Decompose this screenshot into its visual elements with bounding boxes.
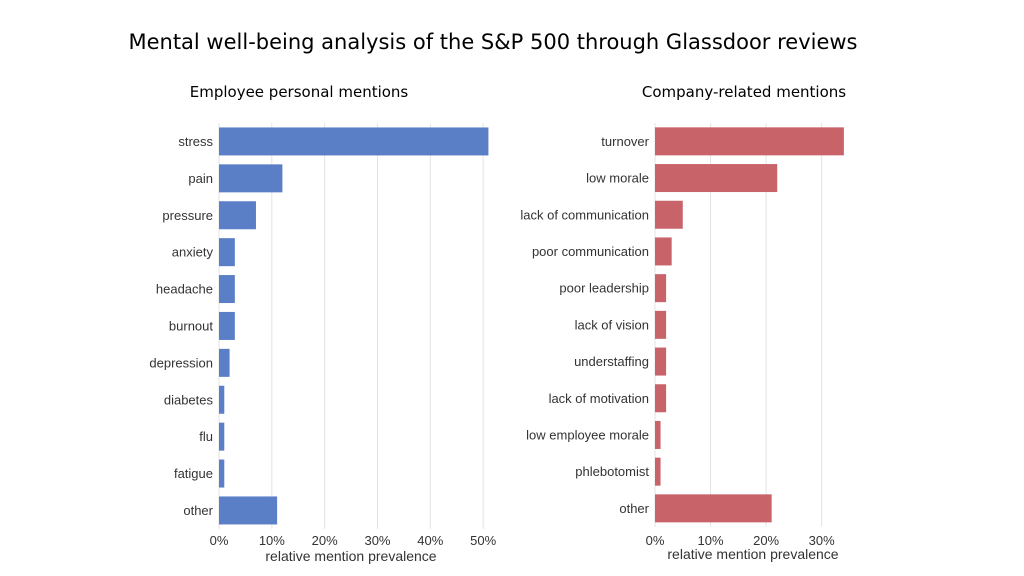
bar (655, 274, 667, 303)
category-label: turnover (601, 134, 649, 149)
bar (219, 422, 225, 451)
bar (219, 275, 235, 304)
category-label: understaffing (574, 354, 649, 369)
employee-chart: Employee personal mentions 0% 10% 20% 30% 40%… (149, 83, 496, 564)
x-tick-label: 10% (698, 533, 724, 548)
bar (655, 200, 683, 229)
x-tick-label: 10% (259, 533, 285, 548)
x-tick-label: 40% (417, 533, 443, 548)
bar (655, 164, 778, 193)
x-tick-label: 20% (753, 533, 779, 548)
x-tick-label: 50% (470, 533, 496, 548)
chart-title: Employee personal mentions (190, 83, 409, 101)
bar (655, 457, 661, 486)
category-label: burnout (169, 318, 213, 333)
category-label: pain (188, 171, 213, 186)
category-label: depression (149, 355, 213, 370)
x-axis-label: relative mention prevalence (265, 548, 436, 564)
x-tick-label: 0% (646, 533, 665, 548)
x-tick-label: 0% (210, 533, 229, 548)
bar (655, 237, 672, 266)
bar (655, 347, 667, 376)
x-tick-label: 30% (364, 533, 390, 548)
category-label: poor leadership (559, 281, 649, 296)
category-label: lack of communication (520, 207, 649, 222)
category-label: pressure (162, 208, 213, 223)
category-label: low employee morale (526, 427, 649, 442)
category-label: diabetes (164, 392, 214, 407)
category-label: other (619, 501, 649, 516)
bar (219, 348, 230, 377)
bar (655, 310, 667, 339)
figure-title: Mental well-being analysis of the S&P 50… (128, 30, 858, 54)
bar (655, 494, 772, 523)
x-tick-label: 30% (809, 533, 835, 548)
category-label: poor communication (532, 244, 649, 259)
category-label: phlebotomist (575, 464, 649, 479)
bar (219, 127, 489, 156)
bar (219, 311, 235, 340)
bar (655, 127, 844, 156)
category-label: stress (178, 134, 213, 149)
bar (655, 384, 667, 413)
category-label: flu (199, 429, 213, 444)
bar (219, 238, 235, 267)
x-axis-label: relative mention prevalence (667, 546, 838, 562)
category-label: low morale (586, 171, 649, 186)
bar (219, 385, 225, 414)
bar (219, 496, 278, 525)
chart-title: Company-related mentions (642, 83, 846, 101)
category-label: anxiety (172, 245, 214, 260)
category-label: lack of motivation (549, 391, 649, 406)
category-label: headache (156, 282, 213, 297)
company-chart: Company-related mentions 0% 10% 20% 30% turno… (520, 83, 846, 562)
category-label: lack of vision (575, 317, 649, 332)
x-tick-label: 20% (312, 533, 338, 548)
bar (219, 201, 256, 230)
bar (219, 164, 283, 193)
bar (655, 420, 661, 449)
category-label: fatigue (174, 466, 213, 481)
category-label: other (183, 503, 213, 518)
bar (219, 459, 225, 488)
